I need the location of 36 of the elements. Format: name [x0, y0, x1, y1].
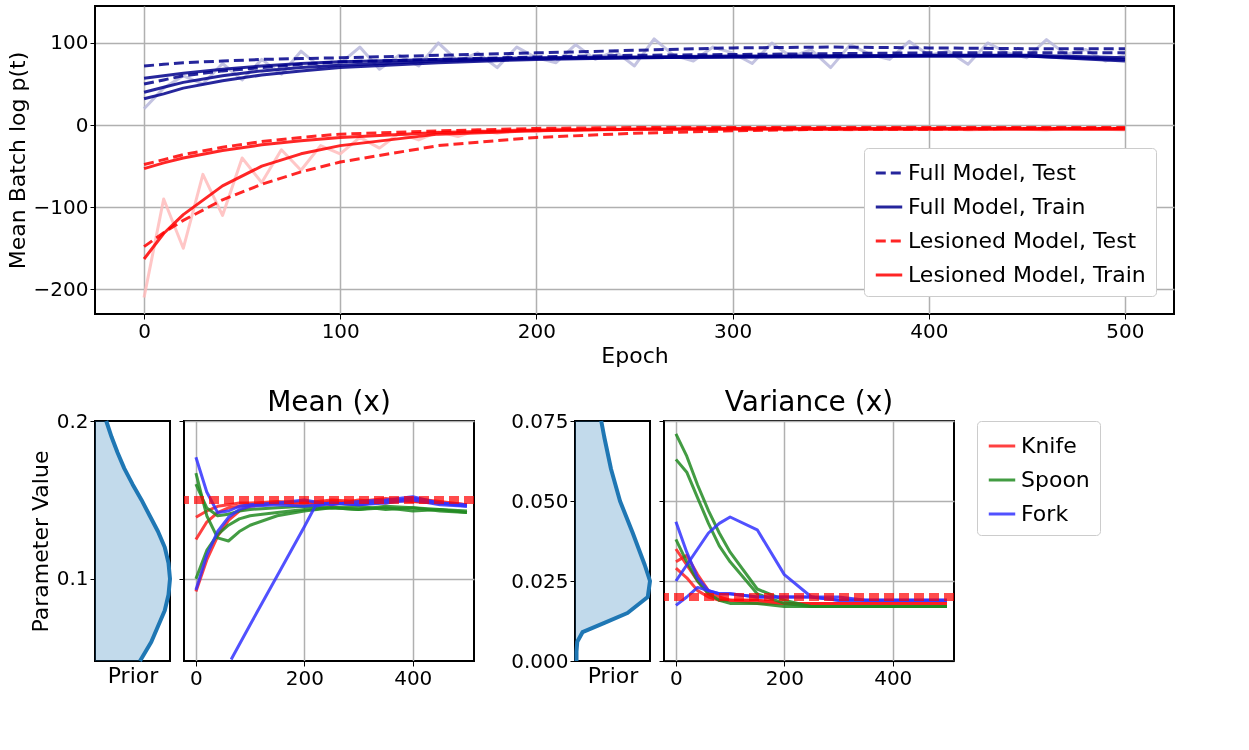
x-axis-title: Epoch — [601, 342, 669, 368]
y-axis-title: Mean Batch log p(t) — [4, 51, 30, 270]
y-tick-label: 0.1 — [56, 566, 89, 591]
y-axis-title: Parameter Value — [27, 450, 53, 633]
x-tick-label: 200 — [517, 318, 556, 343]
y-tick-label: 0.000 — [511, 648, 569, 673]
x-tick-label: 200 — [765, 665, 804, 690]
x-tick-label: 400 — [910, 318, 949, 343]
y-tick-label: 0.025 — [511, 568, 569, 593]
x-tick-label: 400 — [394, 665, 433, 690]
x-tick-label: 400 — [874, 665, 913, 690]
legend-label: Full Model, Train — [908, 194, 1086, 219]
y-tick-label: 0 — [75, 112, 89, 137]
legend-label: Lesioned Model, Train — [908, 262, 1146, 287]
x-tick-label: 0 — [190, 665, 203, 690]
legend-label: Lesioned Model, Test — [908, 228, 1137, 253]
x-tick-label: 200 — [285, 665, 324, 690]
x-tick-label: 0 — [670, 665, 683, 690]
y-tick-label: 0.2 — [56, 408, 89, 433]
legend-label: Fork — [1021, 501, 1069, 526]
y-tick-label: −100 — [33, 194, 89, 219]
y-tick-label: 100 — [50, 30, 89, 55]
y-tick-label: −200 — [33, 276, 89, 301]
x-tick-label: 100 — [321, 318, 360, 343]
x-tick-label: 300 — [714, 318, 753, 343]
x-tick-label: 0 — [138, 318, 151, 343]
legend-label: Spoon — [1021, 467, 1090, 492]
y-tick-label: 0.050 — [511, 488, 569, 513]
chart-title: Mean (x) — [267, 384, 391, 418]
x-tick-label: 500 — [1106, 318, 1145, 343]
legend-label: Knife — [1021, 433, 1077, 458]
x-axis-title: Prior — [587, 662, 640, 688]
legend-label: Full Model, Test — [908, 160, 1077, 185]
x-axis-title: Prior — [107, 662, 160, 688]
chart-title: Variance (x) — [724, 384, 894, 418]
y-tick-label: 0.075 — [511, 408, 569, 433]
